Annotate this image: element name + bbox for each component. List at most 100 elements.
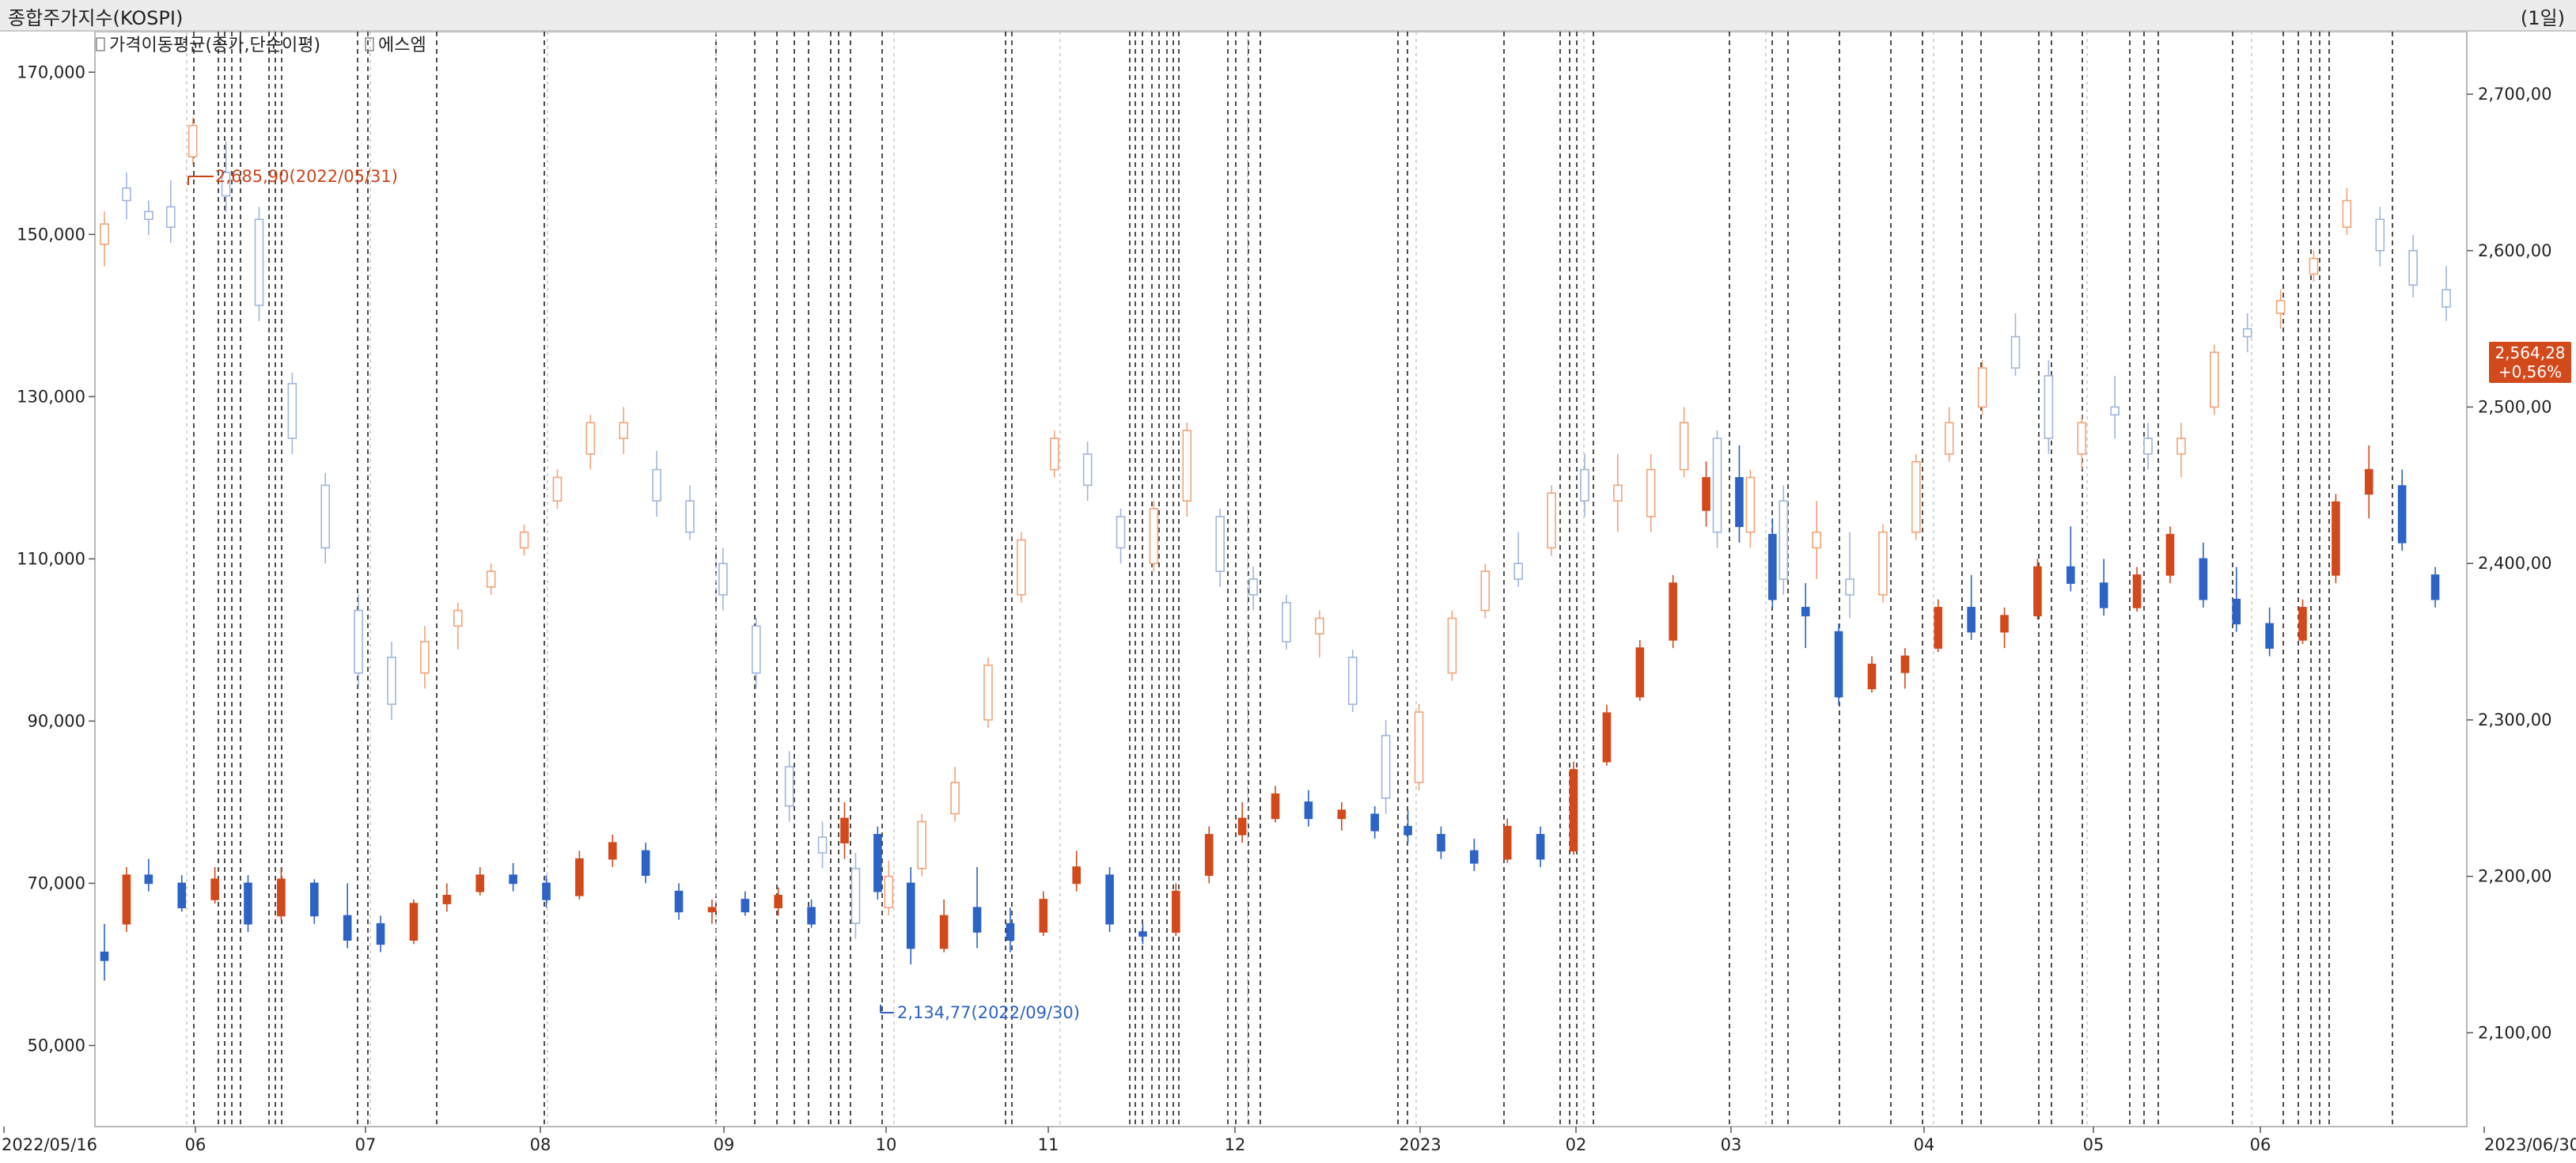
candle-body (1017, 539, 1026, 596)
y-right-tick-label: 2,500,00 (2478, 398, 2552, 417)
candle-body (2430, 574, 2440, 600)
x-tick-label: 04 (1914, 1135, 1935, 1154)
legend-marker-ma[interactable] (96, 37, 105, 51)
y-right-tick-label: 2,700,00 (2478, 85, 2552, 104)
legend: 가격이동평균(종가,단순이평) 에스엠 (96, 36, 426, 55)
candle-body (2077, 422, 2087, 455)
candle-body (619, 422, 629, 439)
candle-body (741, 899, 750, 913)
price-tag-box (2489, 342, 2571, 383)
candle-body (1702, 477, 1710, 511)
candle-body (2010, 335, 2021, 369)
candle-body (674, 890, 684, 913)
candle-body (2066, 566, 2075, 584)
y-right-tick-label: 2,600,00 (2478, 241, 2552, 260)
candle-body (972, 907, 982, 933)
candle-body (1801, 607, 1810, 616)
candle-body (2442, 289, 2451, 308)
candle-body (2000, 615, 2009, 633)
candle-body (542, 882, 551, 900)
candle-body (2099, 582, 2108, 608)
candle-body (1149, 508, 1159, 565)
candle-body (210, 878, 219, 900)
candle-body (453, 609, 463, 627)
x-axis: 2022/05/16 06 07 08 09 10 11 12 2023 02 03 04 05 06 20… (2, 1127, 2576, 1154)
candle-body (652, 468, 661, 502)
candle-body (486, 570, 496, 588)
candle-body (509, 874, 517, 885)
legend-label-ma[interactable]: 가격이동평균(종가,단순이평) (109, 36, 320, 55)
candle-body (552, 476, 563, 502)
candle-body (718, 563, 728, 596)
candle-body (2397, 485, 2407, 544)
candle-body (1646, 468, 1656, 517)
candle-body (144, 210, 153, 221)
price-tag-value: 2,564,28 (2495, 343, 2565, 362)
candle-body (817, 836, 828, 854)
candle-body (1602, 712, 1612, 763)
candle-body (2265, 623, 2274, 649)
min-label: 2,134,77(2022/09/30) (897, 1003, 1080, 1022)
candle-body (1768, 533, 1777, 600)
x-tick-label: 2023/06/30 (2484, 1135, 2576, 1154)
candle-body (1967, 607, 1976, 633)
candle-body (2242, 328, 2252, 338)
candle-body (1480, 570, 1491, 612)
candle-body (2232, 598, 2241, 625)
candle-body (387, 657, 396, 705)
candle-body (1513, 563, 1523, 580)
candle-body (2210, 351, 2219, 408)
candle-body (1735, 477, 1744, 528)
candle-body (1745, 476, 1756, 533)
candle-body (2375, 218, 2385, 252)
candle-body (1182, 430, 1192, 502)
y-right-tick-label: 2,300,00 (2478, 710, 2552, 729)
y-left-tick-label: 170,000 (17, 63, 85, 81)
candle-body (1337, 809, 1347, 820)
candle-body (575, 858, 584, 896)
candle-body (685, 500, 695, 533)
candle-body (1304, 801, 1313, 820)
candle-body (850, 867, 861, 924)
candle-body (221, 172, 231, 197)
x-tick-label: 07 (355, 1135, 377, 1154)
candle-body (840, 817, 849, 843)
candle-body (1347, 657, 1358, 705)
x-tick-label: 08 (530, 1135, 551, 1154)
candle-body (409, 903, 419, 941)
candle-body (1580, 468, 1589, 502)
candle-body (320, 484, 331, 549)
candle-body (1934, 607, 1943, 649)
max-label: 2,685,90(2022/05/31) (215, 167, 398, 186)
max-annotation: 2,685,90(2022/05/31) (188, 167, 398, 186)
candle-body (2408, 249, 2418, 286)
candle-body (165, 206, 176, 228)
y-left-tick-label: 130,000 (17, 387, 85, 406)
candle-body (2033, 566, 2042, 616)
candle-body (1547, 492, 1556, 549)
candle-body (287, 383, 297, 439)
candle-body (784, 766, 794, 807)
y-axis-left: 50,000 70,000 90,000 110,000 130,000 150,000 1… (17, 63, 95, 1055)
candle-body (122, 874, 131, 925)
candle-body (707, 907, 717, 913)
candle-body (1502, 825, 1512, 860)
candle-body (950, 782, 960, 815)
x-tick-label: 10 (876, 1135, 897, 1154)
candle-body (2365, 468, 2373, 495)
period-label[interactable]: (1일) (2520, 7, 2565, 29)
candle-body (1282, 601, 1291, 642)
legend-marker-sm[interactable] (365, 37, 374, 51)
candle-body (343, 915, 352, 941)
price-tag: 2,564,28 +0,56% (2489, 342, 2571, 383)
candle-body (1105, 874, 1114, 925)
candle-body (1669, 582, 1677, 641)
candle-body (254, 218, 264, 306)
candle-body (751, 625, 761, 674)
candle-body (100, 223, 109, 245)
candle-body (1271, 793, 1280, 820)
y-axis-right: 2,100,00 2,200,00 2,300,00 2,400,00 2,500,00… (2467, 85, 2552, 1042)
x-tick-label: 12 (1225, 1135, 1246, 1154)
legend-label-sm[interactable]: 에스엠 (378, 36, 426, 55)
x-tick-label: 05 (2083, 1135, 2104, 1154)
